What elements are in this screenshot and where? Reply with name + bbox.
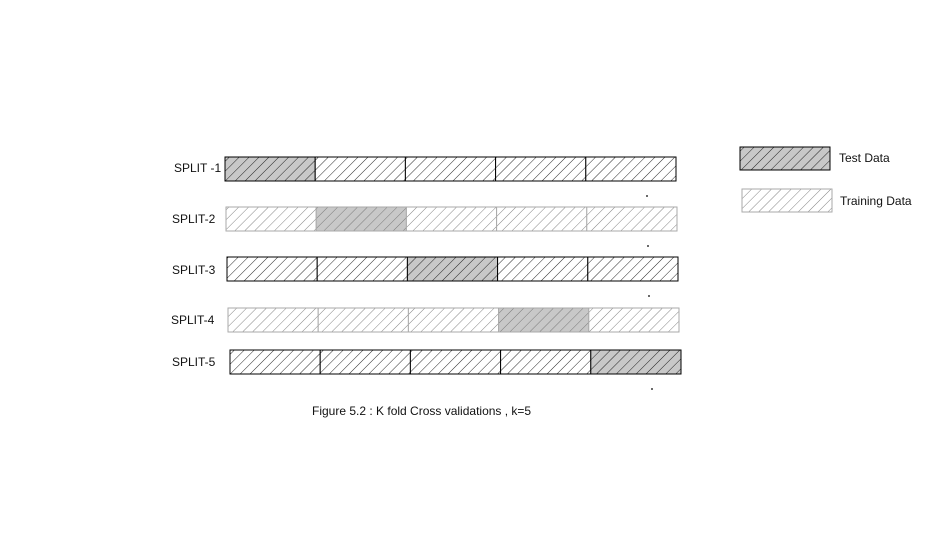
- split-row: SPLIT-2: [172, 206, 678, 232]
- test-fold: [406, 256, 499, 282]
- training-fold: [496, 206, 588, 232]
- split-label: SPLIT-2: [172, 212, 216, 226]
- split-rows: SPLIT -1 SPLIT-2 SPLIT-3 SPLIT-4 SPLIT-5: [171, 156, 682, 375]
- training-fold: [317, 307, 409, 333]
- legend-test-label: Test Data: [839, 151, 890, 165]
- training-fold: [229, 349, 321, 375]
- split-label: SPLIT-5: [172, 355, 216, 369]
- test-fold: [315, 206, 407, 232]
- training-fold: [314, 156, 406, 182]
- training-fold: [497, 256, 589, 282]
- legend-test-swatch: [739, 146, 831, 171]
- dot: [646, 195, 648, 197]
- test-fold: [590, 349, 682, 375]
- training-fold: [316, 256, 408, 282]
- split-label: SPLIT-4: [171, 313, 215, 327]
- training-fold: [409, 349, 502, 375]
- training-fold: [587, 256, 679, 282]
- split-row: SPLIT-4: [171, 307, 680, 333]
- dot: [651, 388, 653, 390]
- figure-caption: Figure 5.2 : K fold Cross validations , …: [312, 404, 531, 418]
- split-label: SPLIT -1: [174, 161, 221, 175]
- test-fold: [224, 156, 316, 182]
- legend-training-label: Training Data: [840, 194, 912, 208]
- legend: Test Data Training Data: [739, 146, 912, 213]
- training-fold: [227, 307, 319, 333]
- training-fold: [407, 307, 500, 333]
- training-fold: [495, 156, 587, 182]
- training-fold: [404, 156, 497, 182]
- training-fold: [225, 206, 317, 232]
- split-row: SPLIT-3: [172, 256, 679, 282]
- dot: [648, 295, 650, 297]
- dot: [647, 245, 649, 247]
- split-row: SPLIT-5: [172, 349, 682, 375]
- training-fold: [226, 256, 318, 282]
- legend-training-swatch: [741, 188, 833, 213]
- training-fold: [585, 156, 677, 182]
- training-fold: [588, 307, 680, 333]
- training-fold: [405, 206, 498, 232]
- split-row: SPLIT -1: [174, 156, 677, 182]
- training-fold: [586, 206, 678, 232]
- training-fold: [500, 349, 592, 375]
- split-label: SPLIT-3: [172, 263, 216, 277]
- stray-dots: [646, 195, 653, 390]
- test-fold: [498, 307, 590, 333]
- training-fold: [319, 349, 411, 375]
